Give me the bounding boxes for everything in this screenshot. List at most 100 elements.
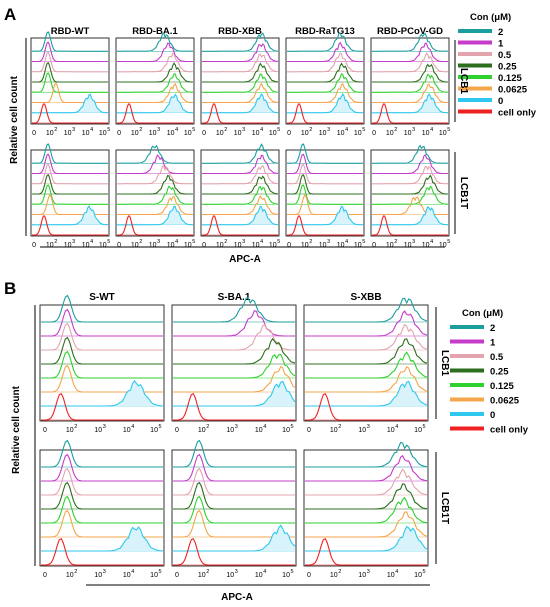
series-histogram: [32, 143, 108, 164]
x-tick-label: 10: [149, 130, 157, 137]
x-tick-label: 10: [184, 242, 192, 249]
x-tick-label: 0: [372, 242, 376, 249]
series-histogram: [32, 93, 108, 114]
x-tick-exponent: 3: [412, 239, 415, 245]
series-histogram: [117, 62, 193, 83]
series-histogram: [117, 185, 193, 205]
column-title: RBD-WT: [51, 26, 90, 37]
x-tick-label: 10: [66, 572, 74, 579]
series-histogram: [202, 143, 279, 164]
series-histogram: [372, 92, 448, 114]
x-tick-label: 10: [131, 242, 139, 249]
series-histogram: [287, 73, 363, 93]
series-histogram: [41, 481, 163, 510]
series-histogram: [117, 205, 193, 226]
x-tick-exponent: 2: [54, 239, 57, 245]
x-tick-exponent: 4: [263, 569, 266, 575]
x-tick-exponent: 4: [175, 239, 178, 245]
x-tick-exponent: 2: [54, 127, 57, 133]
x-tick-exponent: 3: [327, 127, 330, 133]
legend-label: 2: [490, 323, 495, 334]
series-histogram: [32, 194, 108, 216]
x-tick-label: 10: [46, 130, 54, 137]
series-histogram: [32, 41, 108, 63]
x-tick-exponent: 2: [206, 424, 209, 430]
x-tick-exponent: 5: [277, 127, 280, 133]
x-tick-label: 10: [386, 242, 394, 249]
legend-swatch: [450, 354, 484, 358]
series-histogram: [32, 51, 108, 73]
x-tick-label: 10: [123, 572, 131, 579]
series-histogram: [41, 392, 163, 421]
legend-label: 0.5: [498, 50, 512, 61]
series-histogram: [41, 537, 163, 566]
x-tick-exponent: 3: [242, 239, 245, 245]
x-tick-exponent: 2: [394, 127, 397, 133]
series-histogram: [41, 439, 163, 468]
series-histogram: [287, 205, 363, 226]
series-histogram: [287, 153, 363, 175]
series-histogram: [117, 165, 193, 185]
legend-swatch: [458, 63, 492, 68]
x-tick-label: 10: [94, 427, 102, 434]
legend-label: 0.25: [498, 62, 517, 73]
series-fill: [305, 381, 427, 406]
series-histogram: [32, 31, 108, 52]
series-histogram: [41, 379, 164, 407]
x-tick-exponent: 2: [338, 569, 341, 575]
x-tick-label: 10: [216, 130, 224, 137]
x-tick-label: 10: [337, 242, 345, 249]
legend-label: 1: [498, 39, 504, 50]
x-tick-label: 10: [184, 130, 192, 137]
series-histogram: [287, 143, 363, 164]
series-histogram: [173, 297, 295, 323]
series-histogram: [305, 323, 428, 351]
series-histogram: [287, 52, 363, 73]
series-histogram: [32, 72, 108, 93]
series-fill: [173, 525, 295, 551]
column-title: S-BA.1: [218, 292, 251, 303]
series-histogram: [173, 353, 296, 379]
legend-label: 1: [490, 338, 496, 349]
row-label: LCB1T: [439, 492, 450, 524]
x-tick-exponent: 5: [192, 127, 195, 133]
series-histogram: [372, 144, 448, 164]
x-tick-label: 10: [131, 130, 139, 137]
x-tick-exponent: 4: [260, 239, 263, 245]
series-histogram: [287, 103, 363, 124]
x-tick-label: 10: [99, 130, 107, 137]
x-tick-exponent: 2: [74, 424, 77, 430]
series-histogram: [32, 163, 108, 185]
x-tick-label: 0: [32, 130, 36, 137]
x-tick-label: 10: [167, 130, 175, 137]
x-tick-label: 10: [330, 427, 338, 434]
legend-panel-b: Con (μM) 2 1 0.5 0.25 0.125 0.0625 0 cell only: [450, 308, 529, 436]
x-tick-label: 0: [287, 130, 291, 137]
series-fill: [173, 381, 295, 406]
legend-swatch: [458, 109, 492, 114]
x-tick-exponent: 3: [72, 127, 75, 133]
x-tick-label: 10: [64, 130, 72, 137]
series-histogram: [305, 441, 428, 468]
x-tick-label: 10: [269, 130, 277, 137]
series-histogram: [173, 481, 295, 510]
x-tick-exponent: 3: [157, 239, 160, 245]
series-histogram: [117, 195, 193, 216]
series-fill: [287, 206, 363, 225]
x-tick-exponent: 5: [423, 424, 426, 430]
panel-b-xlabel: APC-A: [221, 592, 253, 603]
series-histogram: [117, 33, 193, 52]
series-histogram: [287, 32, 363, 52]
x-tick-label: 10: [387, 572, 395, 579]
plot-frame: [285, 37, 365, 125]
x-tick-label: 10: [123, 427, 131, 434]
row-label: LCB1: [439, 350, 450, 377]
panel-b-label: B: [4, 279, 16, 298]
x-tick-exponent: 5: [192, 239, 195, 245]
series-histogram: [117, 144, 193, 164]
x-tick-exponent: 4: [90, 239, 93, 245]
series-histogram: [202, 53, 279, 73]
x-tick-exponent: 3: [157, 127, 160, 133]
series-histogram: [372, 206, 448, 226]
x-tick-exponent: 4: [345, 239, 348, 245]
